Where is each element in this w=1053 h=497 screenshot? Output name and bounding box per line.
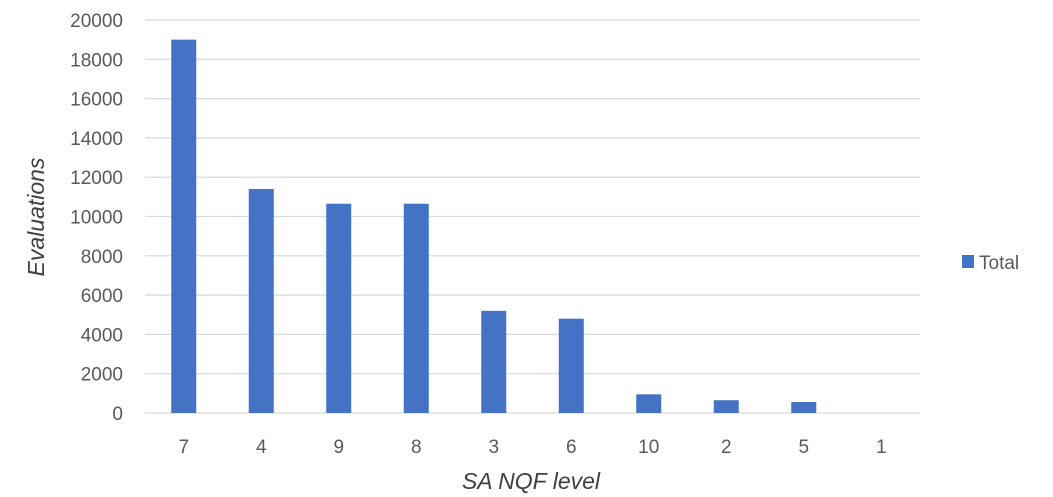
x-tick-label: 3 bbox=[488, 437, 499, 458]
x-axis-ticks: 7 4 9 8 3 6 10 2 5 1 bbox=[178, 437, 886, 458]
y-tick-label: 16000 bbox=[70, 90, 123, 111]
bar-level-3 bbox=[481, 310, 507, 413]
bar-level-8 bbox=[403, 203, 429, 413]
legend: Total bbox=[962, 253, 1019, 274]
y-tick-label: 10000 bbox=[70, 208, 123, 229]
y-tick-label: 12000 bbox=[70, 168, 123, 189]
x-tick-label: 4 bbox=[256, 437, 267, 458]
x-tick-label: 2 bbox=[721, 437, 732, 458]
x-axis-title: SA NQF level bbox=[462, 468, 601, 494]
y-tick-label: 14000 bbox=[70, 129, 123, 150]
y-tick-label: 0 bbox=[112, 404, 123, 425]
y-tick-label: 6000 bbox=[81, 286, 123, 307]
bar-level-2 bbox=[713, 400, 739, 413]
x-tick-label: 9 bbox=[333, 437, 344, 458]
y-tick-label: 20000 bbox=[70, 11, 123, 32]
y-axis-ticks: 0 2000 4000 6000 8000 10000 12000 14000 16000 180… bbox=[70, 11, 123, 425]
x-tick-label: 5 bbox=[798, 437, 809, 458]
x-tick-label: 1 bbox=[876, 437, 887, 458]
y-tick-label: 4000 bbox=[81, 325, 123, 346]
bar-level-7 bbox=[171, 39, 197, 414]
y-tick-label: 8000 bbox=[81, 247, 123, 268]
bar-level-6 bbox=[558, 318, 584, 413]
bar-level-5 bbox=[791, 401, 817, 413]
legend-label-total: Total bbox=[979, 253, 1019, 274]
bars bbox=[171, 39, 817, 414]
x-tick-label: 10 bbox=[638, 437, 659, 458]
x-tick-label: 6 bbox=[566, 437, 577, 458]
y-tick-label: 18000 bbox=[70, 50, 123, 71]
bar-level-4 bbox=[248, 188, 274, 413]
x-tick-label: 8 bbox=[411, 437, 422, 458]
bar-level-9 bbox=[326, 203, 352, 413]
legend-swatch-total bbox=[962, 255, 974, 268]
y-axis-title: Evaluations bbox=[23, 157, 49, 276]
y-tick-label: 2000 bbox=[81, 365, 123, 386]
gridlines bbox=[145, 19, 920, 414]
x-tick-label: 7 bbox=[178, 437, 189, 458]
bar-level-10 bbox=[636, 394, 662, 413]
